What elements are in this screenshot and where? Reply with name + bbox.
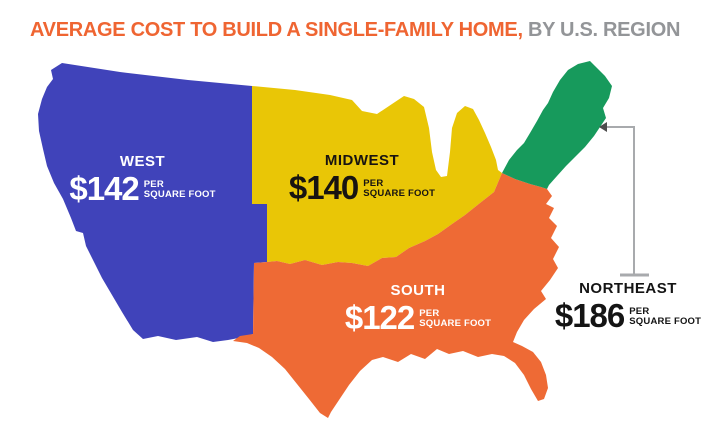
- northeast-region-shape: [502, 61, 612, 189]
- northeast-region-name: NORTHEAST: [579, 280, 677, 297]
- west-price-value: $142: [69, 170, 139, 207]
- callout-line: [599, 122, 649, 277]
- midwest-region-label: MIDWEST $140 PER SQUARE FOOT: [272, 152, 452, 206]
- west-region-name: WEST: [119, 153, 166, 170]
- south-region-label: SOUTH $122 PER SQUARE FOOT: [328, 282, 508, 336]
- west-region-shape: [38, 63, 267, 342]
- midwest-region-shape: [252, 86, 502, 266]
- page-title: AVERAGE COST TO BUILD A SINGLE-FAMILY HO…: [30, 19, 710, 42]
- west-region-label: WEST $142 PER SQUARE FOOT: [60, 153, 225, 207]
- south-price-unit: PER SQUARE FOOT: [419, 307, 492, 330]
- south-region-shape: [233, 173, 559, 418]
- midwest-region-name: MIDWEST: [324, 152, 400, 169]
- northeast-price-value: $186: [554, 297, 625, 334]
- title-rest: BY U.S. REGION: [527, 19, 681, 41]
- northeast-price-unit: PER SQUARE FOOT: [629, 305, 702, 328]
- south-price-value: $122: [344, 299, 415, 336]
- title-highlight: AVERAGE COST TO BUILD A SINGLE-FAMILY HO…: [30, 19, 523, 41]
- midwest-price-unit: PER SQUARE FOOT: [363, 177, 436, 200]
- northeast-region-label: NORTHEAST $186 PER SQUARE FOOT: [548, 280, 708, 334]
- midwest-price-value: $140: [288, 169, 359, 206]
- west-price-unit: PER SQUARE FOOT: [143, 178, 216, 201]
- south-region-name: SOUTH: [390, 282, 446, 299]
- callout-arrow-icon: [599, 122, 607, 132]
